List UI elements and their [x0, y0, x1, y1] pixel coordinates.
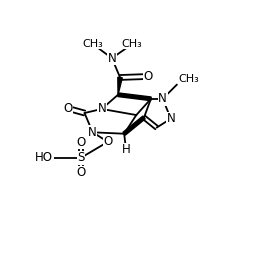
Text: N: N	[166, 112, 175, 125]
Text: O: O	[103, 135, 112, 148]
Text: N: N	[88, 126, 97, 139]
Text: CH₃: CH₃	[178, 74, 199, 84]
Text: HO: HO	[35, 151, 53, 164]
Text: O: O	[144, 70, 153, 83]
Text: S: S	[77, 151, 85, 164]
Polygon shape	[118, 93, 151, 101]
Text: CH₃: CH₃	[122, 39, 143, 49]
Text: N: N	[158, 92, 167, 105]
Text: H: H	[122, 143, 130, 157]
Text: N: N	[97, 102, 106, 115]
Text: CH₃: CH₃	[82, 39, 103, 49]
Text: O: O	[64, 102, 73, 115]
Polygon shape	[118, 77, 122, 95]
Text: N: N	[108, 52, 116, 65]
Text: O: O	[77, 166, 86, 180]
Text: O: O	[77, 136, 86, 149]
Polygon shape	[123, 116, 145, 135]
